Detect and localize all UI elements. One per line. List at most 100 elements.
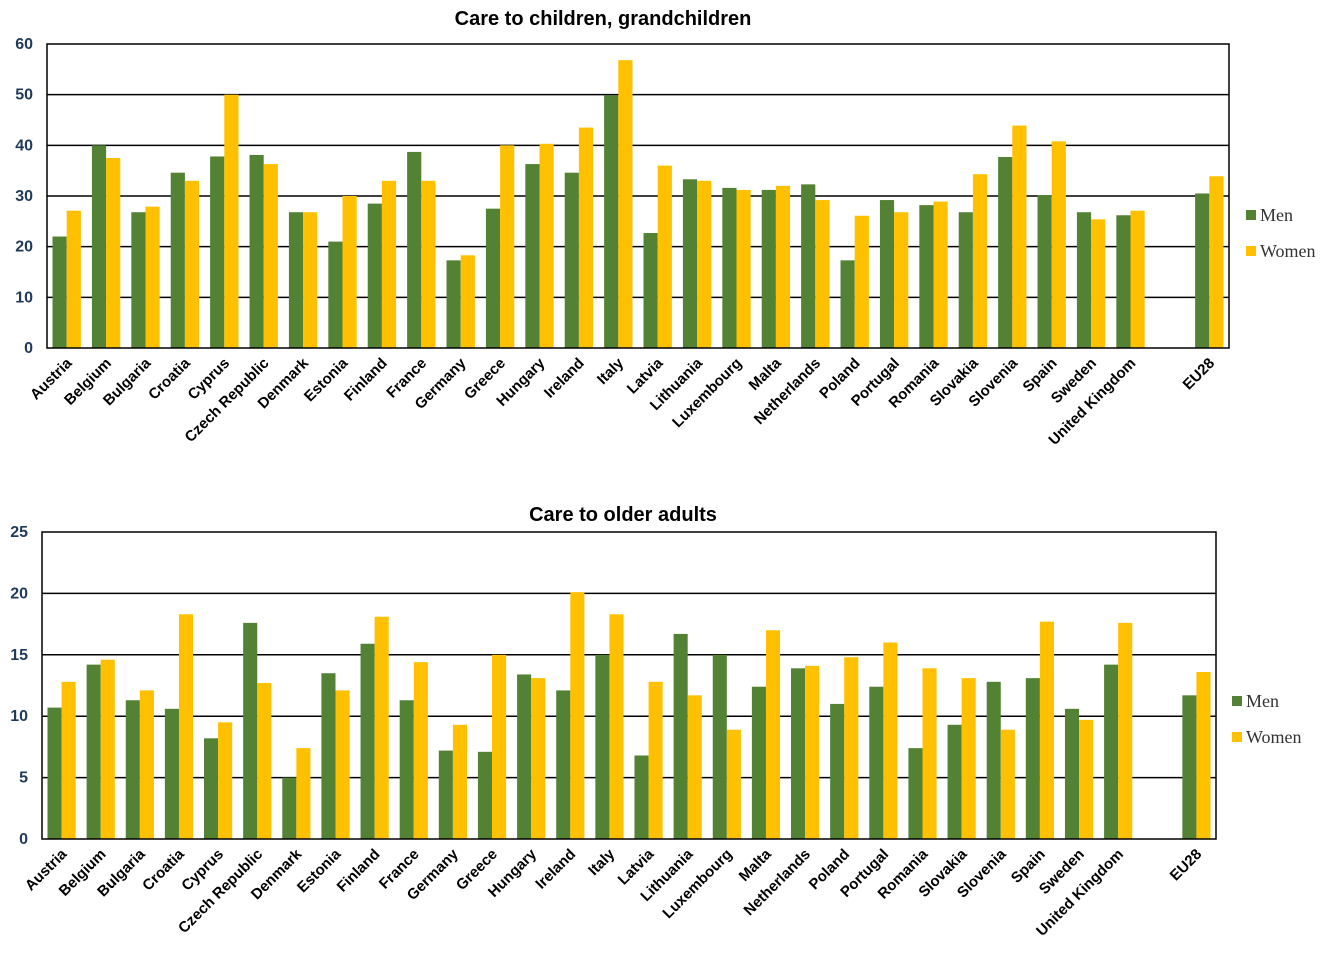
- bar-women: [61, 681, 76, 839]
- bar-women: [1209, 176, 1224, 348]
- bar-men: [446, 260, 461, 348]
- bar-women: [1196, 671, 1211, 839]
- bar-women: [374, 616, 389, 839]
- legend-swatch-women: [1232, 732, 1242, 742]
- bar-men: [712, 654, 727, 839]
- y-tick-label: 5: [19, 770, 28, 787]
- bar-men: [1182, 695, 1197, 839]
- x-tick-label: Estonia: [301, 354, 352, 405]
- legend-swatch-men: [1232, 696, 1242, 706]
- bar-women: [257, 683, 272, 839]
- bar-women: [1039, 621, 1054, 839]
- bar-men: [919, 205, 934, 348]
- bar-women: [648, 681, 663, 839]
- bar-women: [139, 690, 154, 839]
- bar-men: [249, 154, 264, 348]
- bar-men: [131, 212, 146, 348]
- bar-women: [381, 180, 397, 348]
- bar-men: [998, 156, 1013, 348]
- bar-women: [500, 145, 515, 348]
- bar-men: [1116, 215, 1131, 348]
- x-tick-label: Ireland: [532, 846, 579, 893]
- bar-men: [328, 241, 343, 348]
- bar-women: [972, 174, 988, 348]
- bar-men: [830, 703, 845, 839]
- bar-women: [492, 654, 507, 839]
- bar-men: [986, 681, 1001, 839]
- bar-women: [342, 196, 357, 348]
- legend-label-men: Men: [1260, 205, 1293, 225]
- y-tick-label: 0: [19, 831, 28, 848]
- bar-women: [452, 724, 467, 839]
- bar-women: [736, 189, 751, 348]
- bar-men: [840, 260, 855, 348]
- bar-women: [570, 592, 585, 839]
- bar-women: [100, 659, 115, 839]
- bar-men: [908, 748, 923, 839]
- bar-men: [52, 236, 67, 348]
- bar-women: [263, 164, 278, 348]
- bar-men: [564, 172, 579, 348]
- bar-men: [801, 184, 816, 348]
- legend-swatch-women: [1246, 246, 1256, 256]
- bar-women: [578, 127, 594, 348]
- bar-women: [296, 748, 311, 839]
- x-tick-label: Luxembourg: [669, 355, 745, 431]
- bar-men: [243, 622, 258, 839]
- bar-women: [609, 614, 624, 839]
- bar-men: [517, 674, 532, 839]
- chart-care-to-older-adults: Care to older adults0510152025AustriaBel…: [10, 504, 1301, 940]
- bar-women: [854, 215, 869, 348]
- chart-care-to-children: Care to children, grandchildren 0 10 20 30 40…: [15, 8, 1315, 449]
- bar-men: [47, 707, 62, 839]
- bar-men: [525, 164, 540, 348]
- bar-men: [438, 750, 453, 839]
- bar-men: [91, 145, 107, 348]
- bar-men: [204, 738, 219, 839]
- bar-women: [697, 180, 712, 348]
- bar-women: [687, 695, 702, 839]
- y-tick-label: 15: [10, 647, 28, 664]
- bar-women: [145, 206, 160, 348]
- bar-men: [722, 187, 737, 348]
- bar-men: [477, 751, 493, 839]
- bar-women: [922, 668, 937, 839]
- bar-women: [1091, 219, 1106, 348]
- bar-women: [218, 722, 233, 839]
- legend-label-women: Women: [1260, 241, 1316, 261]
- y-tick-label: 40: [15, 137, 33, 154]
- bar-men: [125, 700, 140, 839]
- bar-women: [815, 200, 830, 348]
- bar-women: [1130, 210, 1145, 348]
- bar-men: [288, 212, 304, 348]
- bar-men: [1076, 212, 1092, 348]
- bar-women: [1051, 141, 1066, 348]
- bar-men: [164, 708, 179, 839]
- bar-women: [539, 143, 554, 348]
- bar-women: [894, 212, 909, 348]
- chart-title: Care to children, grandchildren: [455, 8, 752, 30]
- bar-men: [791, 668, 806, 839]
- bar-women: [933, 201, 948, 348]
- bar-men: [634, 755, 649, 839]
- x-tick-label: Finland: [334, 846, 384, 896]
- bar-men: [958, 212, 973, 348]
- bar-men: [360, 643, 375, 839]
- x-tick-label: Luxembourg: [659, 846, 735, 922]
- bar-men: [869, 686, 884, 839]
- bar-men: [604, 95, 619, 348]
- bar-women: [726, 729, 741, 839]
- x-tick-label: Ireland: [541, 355, 588, 402]
- x-tick-label: EU28: [1167, 846, 1206, 885]
- bar-men: [170, 172, 185, 348]
- bar-women: [1012, 125, 1027, 348]
- y-tick-label: 10: [15, 289, 33, 306]
- x-tick-label: Estonia: [294, 845, 345, 896]
- bar-men: [643, 232, 658, 348]
- bar-men: [210, 156, 225, 348]
- bar-women: [844, 657, 859, 839]
- y-tick-label: 60: [15, 36, 33, 53]
- bar-women: [413, 662, 428, 839]
- bar-women: [335, 690, 350, 839]
